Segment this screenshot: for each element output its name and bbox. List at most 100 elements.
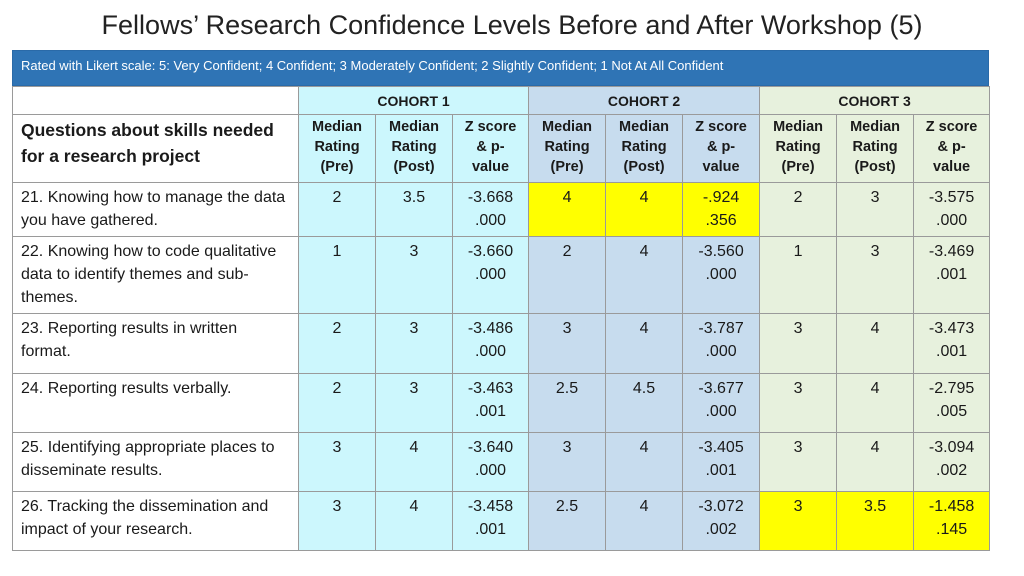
question-cell: 23. Reporting results in written format. — [12, 313, 299, 374]
p-value: .001 — [474, 403, 507, 420]
z-score-p-value-cell: -3.486 .000 — [451, 313, 530, 374]
z-score: -3.677 — [698, 380, 744, 397]
subheader-post: Median Rating (Post) — [836, 114, 915, 183]
median-post-cell: 4 — [605, 182, 684, 237]
question-column-header: Questions about skills needed for a rese… — [12, 114, 299, 183]
p-value: .000 — [474, 266, 507, 283]
z-score: -3.405 — [698, 439, 744, 456]
median-post-cell: 4 — [605, 236, 684, 314]
subheader-z: Z score & p-value — [682, 114, 761, 183]
median-post-cell: 3 — [836, 182, 915, 237]
p-value: .000 — [474, 343, 507, 360]
median-pre-cell: 3 — [759, 313, 838, 374]
p-value: .001 — [936, 266, 968, 283]
median-post-cell: 3.5 — [375, 182, 453, 237]
z-score: -3.486 — [467, 320, 514, 337]
z-score: -3.668 — [467, 189, 514, 206]
median-pre-cell: 2.5 — [528, 373, 607, 433]
p-value: .001 — [705, 462, 737, 479]
question-cell: 24. Reporting results verbally. — [12, 373, 299, 433]
median-post-cell: 3 — [375, 373, 453, 433]
median-pre-cell: 2 — [298, 313, 376, 374]
z-score-p-value-cell: -3.640 .000 — [451, 432, 530, 492]
median-pre-cell: 3 — [759, 432, 838, 492]
median-pre-cell: 3 — [298, 491, 376, 551]
corner-cell — [12, 86, 299, 115]
median-post-cell: 4 — [836, 432, 915, 492]
subheader-z: Z score & p-value — [451, 114, 530, 183]
median-post-cell: 4 — [375, 491, 453, 551]
z-score: -3.469 — [928, 243, 975, 260]
z-score-p-value-cell: -3.660 .000 — [451, 236, 530, 314]
z-score: -3.094 — [928, 439, 975, 456]
p-value: .000 — [474, 212, 507, 229]
z-score: -.924 — [702, 189, 740, 206]
cohort-2-header: COHORT 2 — [528, 86, 761, 115]
p-value: .000 — [936, 212, 968, 229]
median-pre-cell: 3 — [298, 432, 376, 492]
median-post-cell: 4 — [605, 313, 684, 374]
p-value: .356 — [705, 212, 737, 229]
median-post-cell: 3 — [836, 236, 915, 314]
z-score-p-value-cell: -3.668 .000 — [451, 182, 530, 237]
p-value: .001 — [474, 521, 507, 538]
likert-scale-note: Rated with Likert scale: 5: Very Confide… — [12, 50, 989, 86]
p-value: .002 — [705, 521, 737, 538]
subheader-pre: Median Rating (Pre) — [528, 114, 607, 183]
cohort-1-header: COHORT 1 — [297, 86, 530, 115]
z-score: -3.458 — [467, 498, 514, 515]
median-post-cell: 3 — [375, 236, 453, 314]
z-score: -3.660 — [467, 243, 514, 260]
z-score-p-value-cell: -1.458 .145 — [913, 491, 991, 551]
z-score-p-value-cell: -3.072 .002 — [682, 491, 761, 551]
median-pre-cell: 1 — [759, 236, 838, 314]
median-pre-cell: 4 — [528, 182, 607, 237]
p-value: .002 — [936, 462, 968, 479]
median-post-cell: 3.5 — [836, 491, 915, 551]
z-score: -2.795 — [928, 380, 975, 397]
subheader-pre: Median Rating (Pre) — [298, 114, 376, 183]
cohort-3-header: COHORT 3 — [759, 86, 991, 115]
median-pre-cell: 3 — [528, 313, 607, 374]
z-score: -3.072 — [698, 498, 744, 515]
z-score-p-value-cell: -3.560 .000 — [682, 236, 761, 314]
median-pre-cell: 3 — [528, 432, 607, 492]
median-pre-cell: 2 — [528, 236, 607, 314]
subheader-pre: Median Rating (Pre) — [759, 114, 838, 183]
question-cell: 22. Knowing how to code qualitative data… — [12, 236, 299, 314]
median-pre-cell: 1 — [298, 236, 376, 314]
median-post-cell: 4 — [836, 313, 915, 374]
question-cell: 25. Identifying appropriate places to di… — [12, 432, 299, 492]
z-score-p-value-cell: -2.795 .005 — [913, 373, 991, 433]
z-score-p-value-cell: -3.463 .001 — [451, 373, 530, 433]
slide-title: Fellows’ Research Confidence Levels Befo… — [101, 10, 923, 40]
table-row: 23. Reporting results in written format.… — [12, 313, 991, 374]
z-score-p-value-cell: -3.473 .001 — [913, 313, 991, 374]
z-score-p-value-cell: -3.677 .000 — [682, 373, 761, 433]
z-score: -3.640 — [467, 439, 514, 456]
median-post-cell: 3 — [375, 313, 453, 374]
z-score: -3.560 — [698, 243, 744, 260]
p-value: .001 — [936, 343, 968, 360]
z-score-p-value-cell: -.924 .356 — [682, 182, 761, 237]
table-row: 25. Identifying appropriate places to di… — [12, 432, 991, 492]
z-score-p-value-cell: -3.405 .001 — [682, 432, 761, 492]
z-score: -3.787 — [698, 320, 744, 337]
confidence-table: COHORT 1 COHORT 2 COHORT 3 Questions abo… — [12, 86, 991, 551]
subheader-post: Median Rating (Post) — [605, 114, 684, 183]
p-value: .145 — [936, 521, 968, 538]
p-value: .005 — [936, 403, 968, 420]
z-score-p-value-cell: -3.575 .000 — [913, 182, 991, 237]
subheader-post: Median Rating (Post) — [375, 114, 453, 183]
table-row: 26. Tracking the dissemination and impac… — [12, 491, 991, 551]
p-value: .000 — [705, 343, 737, 360]
median-pre-cell: 2 — [298, 373, 376, 433]
p-value: .000 — [474, 462, 507, 479]
median-pre-cell: 2 — [298, 182, 376, 237]
table-row: 21. Knowing how to manage the data you h… — [12, 182, 991, 237]
z-score: -1.458 — [928, 498, 975, 515]
median-post-cell: 4.5 — [605, 373, 684, 433]
z-score-p-value-cell: -3.458 .001 — [451, 491, 530, 551]
p-value: .000 — [705, 266, 737, 283]
median-pre-cell: 3 — [759, 373, 838, 433]
